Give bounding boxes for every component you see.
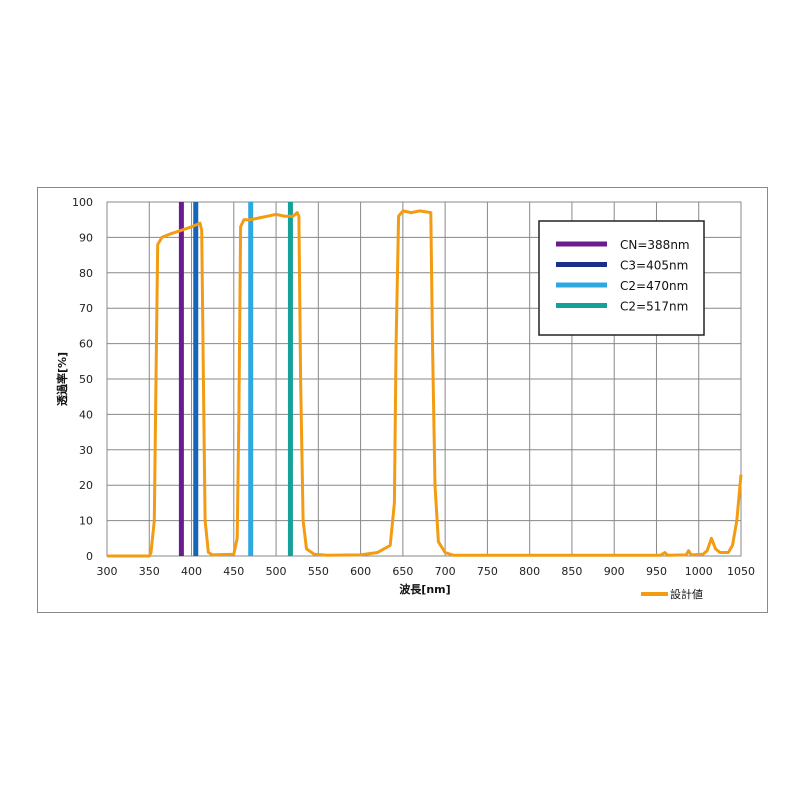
x-tick-label: 900 [604, 565, 625, 578]
x-tick-label: 700 [435, 565, 456, 578]
y-tick-label: 60 [79, 338, 93, 351]
marker-legend-box [538, 220, 705, 336]
x-tick-label: 1050 [727, 565, 755, 578]
x-tick-label: 750 [477, 565, 498, 578]
y-tick-label: 30 [79, 444, 93, 457]
x-tick-label: 800 [519, 565, 540, 578]
y-tick-label: 90 [79, 231, 93, 244]
y-tick-label: 80 [79, 267, 93, 280]
x-tick-label: 300 [97, 565, 118, 578]
x-tick-label: 500 [266, 565, 287, 578]
x-tick-label: 600 [350, 565, 371, 578]
series-legend-label: 設計値 [670, 587, 703, 601]
y-tick-label: 10 [79, 515, 93, 528]
y-tick-label: 50 [79, 373, 93, 386]
marker-legend-label: C2=517nm [620, 300, 688, 314]
y-tick-label: 100 [72, 196, 93, 209]
chart-frame [37, 187, 768, 613]
x-tick-label: 850 [561, 565, 582, 578]
x-tick-label: 450 [223, 565, 244, 578]
marker-legend-label: C3=405nm [620, 259, 688, 273]
marker-legend-label: CN=388nm [620, 238, 690, 252]
x-tick-label: 550 [308, 565, 329, 578]
x-tick-label: 1000 [685, 565, 713, 578]
y-tick-label: 40 [79, 408, 93, 421]
y-axis-label: 透過率[%] [55, 352, 69, 406]
x-tick-label: 650 [392, 565, 413, 578]
x-axis-label: 波長[nm] [399, 582, 450, 596]
y-tick-label: 70 [79, 302, 93, 315]
marker-legend-label: C2=470nm [620, 279, 688, 293]
y-tick-label: 0 [86, 550, 93, 563]
y-tick-label: 20 [79, 479, 93, 492]
x-tick-label: 400 [181, 565, 202, 578]
series-line [107, 209, 743, 558]
x-tick-label: 350 [139, 565, 160, 578]
x-tick-label: 950 [646, 565, 667, 578]
